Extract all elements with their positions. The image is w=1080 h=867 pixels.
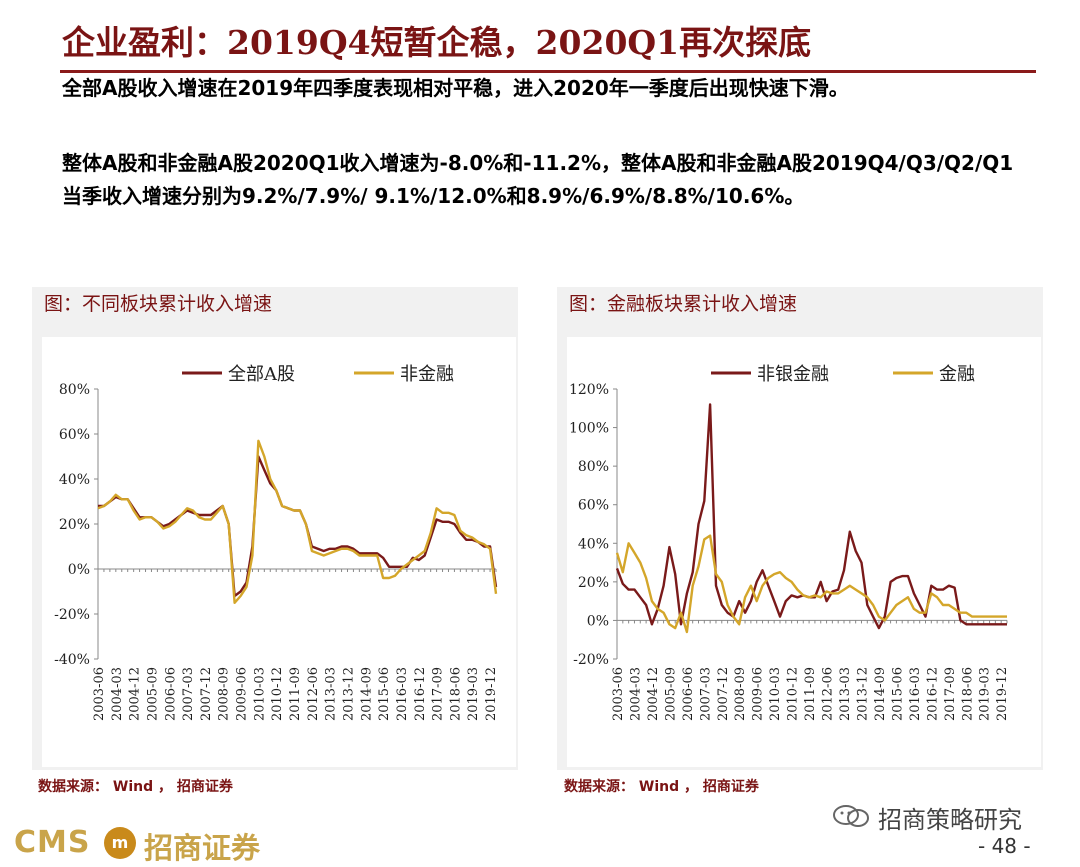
page-title: 企业盈利：2019Q4短暂企稳，2020Q1再次探底 xyxy=(62,23,812,62)
wechat-watermark: 招商策略研究 xyxy=(832,800,1062,834)
x-tick-label: 2010-12 xyxy=(270,667,285,721)
x-tick-label: 2013-03 xyxy=(838,667,853,721)
x-tick-label: 2004-03 xyxy=(628,667,643,721)
x-tick-label: 2019-12 xyxy=(995,667,1010,721)
y-tick-label: 20% xyxy=(59,517,90,533)
x-tick-label: 2013-03 xyxy=(324,667,339,721)
y-tick-label: 60% xyxy=(578,498,609,514)
x-tick-label: 2010-03 xyxy=(252,667,267,721)
x-tick-label: 2005-09 xyxy=(663,667,678,721)
summary-paragraph-2: 整体A股和非金融A股2020Q1收入增速为-8.0%和-11.2%，整体A股和非… xyxy=(62,151,1014,208)
title-rule xyxy=(60,70,1036,73)
x-tick-label: 2007-03 xyxy=(181,667,196,721)
x-tick-label: 2010-03 xyxy=(768,667,783,721)
chart-area: -20% 0% 20% 40% 60% 80% 100% 120% 2003-06 2004-03… xyxy=(567,337,1041,767)
x-tick-label: 2008-09 xyxy=(217,667,232,721)
legend-label: 非银金融 xyxy=(757,364,829,385)
y-tick-label: 40% xyxy=(578,536,609,552)
legend-label: 全部A股 xyxy=(228,364,295,385)
y-tick-label: -20% xyxy=(573,652,609,668)
series-line-1 xyxy=(615,403,1007,630)
page-number: - 48 - xyxy=(978,834,1031,858)
x-tick-label: 2007-12 xyxy=(199,667,214,721)
y-tick-label: 40% xyxy=(59,472,90,488)
x-tick-label: 2006-06 xyxy=(163,667,178,721)
x-tick-label: 2004-03 xyxy=(110,667,125,721)
y-tick-label: -20% xyxy=(54,607,90,623)
x-tick-label: 2006-06 xyxy=(681,667,696,721)
x-tick-label: 2004-12 xyxy=(646,667,661,721)
y-tick-label: 20% xyxy=(578,575,609,591)
chart-panel-left: 图：不同板块累计收入增速 -40% -20% 0% 20% 40% 60% 80% 2003-… xyxy=(32,287,518,770)
x-tick-label: 2004-12 xyxy=(128,667,143,721)
y-tick-label: 100% xyxy=(569,421,609,437)
x-tick-label: 2012-06 xyxy=(821,667,836,721)
x-tick-label: 2019-12 xyxy=(484,667,499,721)
summary-paragraph-1: 全部A股收入增速在2019年四季度表现相对平稳，进入2020年一季度后出现快速下… xyxy=(62,76,849,100)
wechat-account-name: 招商策略研究 xyxy=(878,806,1022,834)
x-tick-label: 2015-06 xyxy=(377,667,392,721)
x-tick-label: 2019-03 xyxy=(466,667,481,721)
x-tick-label: 2003-06 xyxy=(92,667,107,721)
x-tick-label: 2019-03 xyxy=(978,667,993,721)
x-tick-label: 2013-12 xyxy=(855,667,870,721)
x-tick-label: 2007-12 xyxy=(716,667,731,721)
x-tick-label: 2015-06 xyxy=(890,667,905,721)
x-tick-label: 2005-09 xyxy=(145,667,160,721)
x-tick-label: 2003-06 xyxy=(611,667,626,721)
x-tick-label: 2009-06 xyxy=(235,667,250,721)
chart-area: -40% -20% 0% 20% 40% 60% 80% 2003-06 2004-03 2004… xyxy=(42,337,516,767)
x-tick-label: 2012-06 xyxy=(306,667,321,721)
y-tick-label: 80% xyxy=(578,459,609,475)
wechat-icon xyxy=(833,805,869,827)
y-tick-label: 120% xyxy=(569,382,609,398)
x-tick-label: 2011-09 xyxy=(803,667,818,721)
x-tick-label: 2008-09 xyxy=(733,667,748,721)
x-tick-label: 2017-09 xyxy=(431,667,446,721)
y-tick-label: 80% xyxy=(59,382,90,398)
y-tick-label: -40% xyxy=(54,652,90,668)
logo-mark-icon: m xyxy=(104,827,136,859)
x-tick-label: 2016-03 xyxy=(908,667,923,721)
logo-cms-text: CMS xyxy=(14,825,91,860)
y-tick-label: 0% xyxy=(68,562,90,578)
x-tick-label: 2016-12 xyxy=(413,667,428,721)
x-tick-label: 2017-09 xyxy=(943,667,958,721)
x-tick-label: 2016-12 xyxy=(925,667,940,721)
x-tick-label: 2018-06 xyxy=(448,667,463,721)
x-tick-label: 2018-06 xyxy=(960,667,975,721)
x-tick-label: 2011-09 xyxy=(288,667,303,721)
x-tick-label: 2007-03 xyxy=(698,667,713,721)
chart-panel-title: 图：不同板块累计收入增速 xyxy=(44,293,273,315)
legend-label: 非金融 xyxy=(400,364,454,385)
series-line-1 xyxy=(98,455,498,598)
financial-revenue-growth-chart: -20% 0% 20% 40% 60% 80% 100% 120% 2003-06 2004-03… xyxy=(569,364,1010,721)
series-line-2 xyxy=(615,534,1007,634)
logo-company-name: 招商证券 xyxy=(144,831,261,865)
x-tick-label: 2014-09 xyxy=(359,667,374,721)
chart-panel-right: 图：金融板块累计收入增速 -20% 0% 20% 40% 60% 80% 100% 120% 2… xyxy=(557,287,1043,770)
chart-source-right: 数据来源： Wind ， 招商证券 xyxy=(564,779,759,795)
x-tick-label: 2010-12 xyxy=(786,667,801,721)
chart-source-left: 数据来源： Wind ， 招商证券 xyxy=(38,779,233,795)
x-tick-label: 2009-06 xyxy=(751,667,766,721)
x-tick-label: 2014-09 xyxy=(873,667,888,721)
sector-revenue-growth-chart: -40% -20% 0% 20% 40% 60% 80% 2003-06 2004-03 2004… xyxy=(54,364,499,721)
y-tick-label: 0% xyxy=(587,613,609,629)
y-tick-label: 60% xyxy=(59,427,90,443)
x-tick-label: 2013-12 xyxy=(341,667,356,721)
x-tick-label: 2016-03 xyxy=(395,667,410,721)
legend-label: 金融 xyxy=(939,364,975,385)
series-line-2 xyxy=(97,439,498,604)
chart-panel-title: 图：金融板块累计收入增速 xyxy=(569,293,798,315)
